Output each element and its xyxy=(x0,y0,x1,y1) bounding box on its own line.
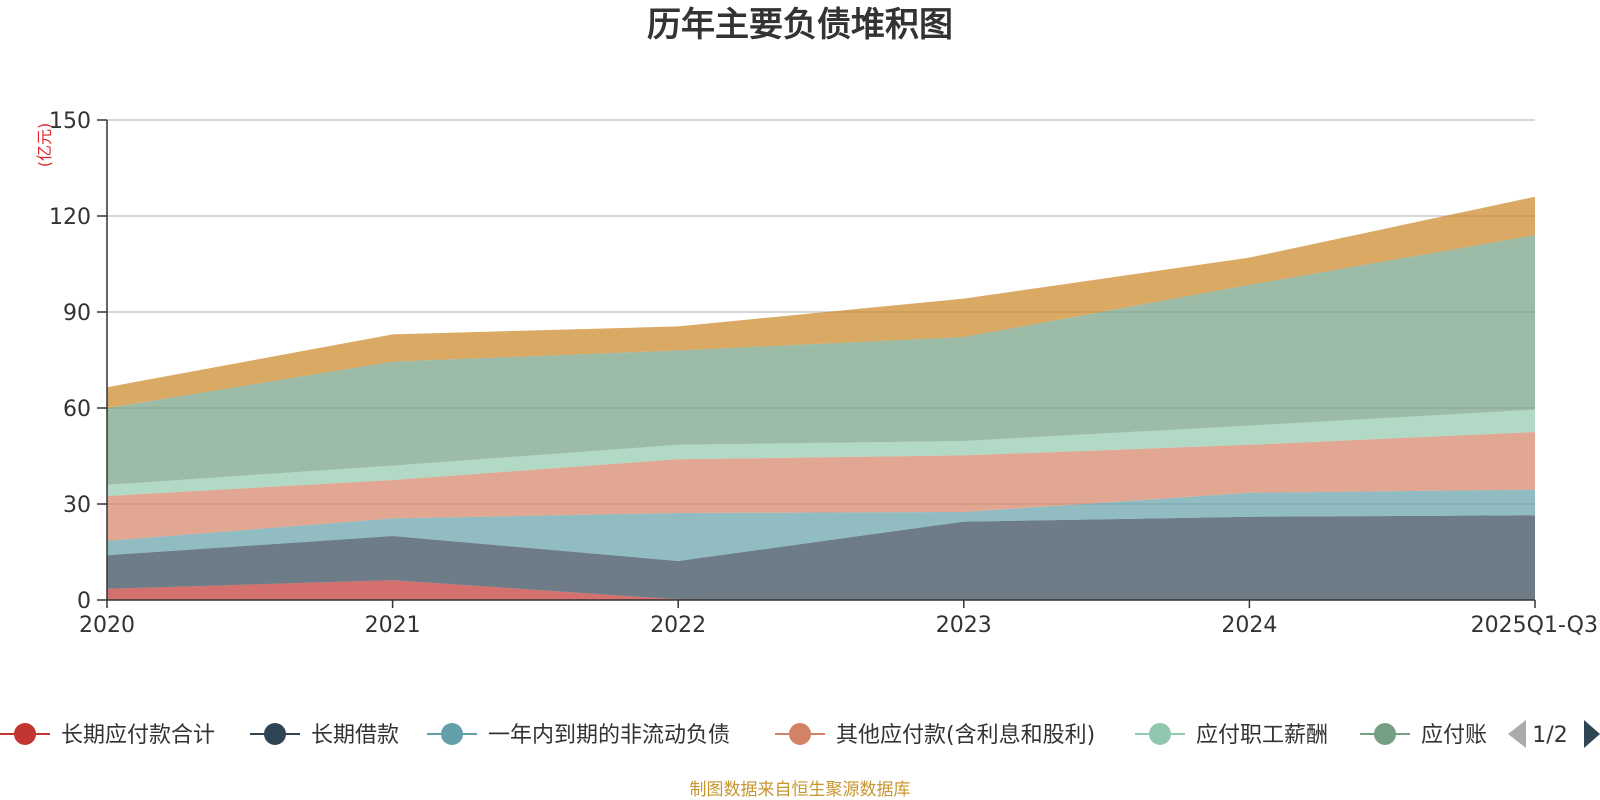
legend-item-3[interactable]: 其他应付款(含利息和股利) xyxy=(775,723,1095,748)
area-series-group xyxy=(107,196,1535,600)
area-series-6 xyxy=(107,196,1535,408)
legend-item-5[interactable]: 应付账 xyxy=(1360,723,1487,748)
y-axis-unit-label: (亿元) xyxy=(35,123,54,168)
legend-marker-4 xyxy=(1149,723,1171,745)
legend-prev-page-icon[interactable] xyxy=(1508,720,1526,748)
data-source-note: 制图数据来自恒生聚源数据库 xyxy=(690,780,911,800)
x-tick-label-1: 2021 xyxy=(365,613,421,638)
legend-marker-5 xyxy=(1374,723,1396,745)
area-series-0 xyxy=(107,580,1535,600)
area-series-2 xyxy=(107,489,1535,561)
x-tick-label-3: 2023 xyxy=(936,613,992,638)
y-tick-label-1: 30 xyxy=(63,493,91,518)
y-tick-label-4: 120 xyxy=(49,205,91,230)
legend-marker-1 xyxy=(264,723,286,745)
chart-title: 历年主要负债堆积图 xyxy=(647,5,953,45)
legend-label-5: 应付账 xyxy=(1421,723,1487,748)
y-tick-label-2: 60 xyxy=(63,397,91,422)
legend-marker-3 xyxy=(789,723,811,745)
legend-label-1: 长期借款 xyxy=(311,723,399,748)
legend-item-4[interactable]: 应付职工薪酬 xyxy=(1135,723,1328,748)
legend-label-2: 一年内到期的非流动负债 xyxy=(488,723,730,748)
legend-item-2[interactable]: 一年内到期的非流动负债 xyxy=(427,723,730,748)
area-series-5 xyxy=(107,235,1535,485)
legend-pager: 1/2 xyxy=(1508,720,1600,748)
x-tick-label-2: 2022 xyxy=(650,613,706,638)
legend-label-0: 长期应付款合计 xyxy=(61,723,215,748)
axes xyxy=(97,119,1536,608)
x-tick-label-5: 2025Q1-Q3 xyxy=(1471,613,1598,638)
x-tick-label-0: 2020 xyxy=(79,613,135,638)
y-tick-label-0: 0 xyxy=(77,589,91,614)
legend-marker-2 xyxy=(441,723,463,745)
legend-item-0[interactable]: 长期应付款合计 xyxy=(0,723,215,748)
legend-next-page-icon[interactable] xyxy=(1584,720,1600,748)
y-tick-label-5: 150 xyxy=(49,109,91,134)
legend-label-4: 应付职工薪酬 xyxy=(1196,723,1328,748)
area-series-1 xyxy=(107,515,1535,600)
legend-label-3: 其他应付款(含利息和股利) xyxy=(836,723,1095,748)
legend-item-1[interactable]: 长期借款 xyxy=(250,723,399,748)
y-tick-labels: 0 30 60 90 120 150 xyxy=(49,109,91,614)
legend-page-indicator: 1/2 xyxy=(1532,723,1567,748)
area-series-3 xyxy=(107,432,1535,541)
legend: 长期应付款合计 长期借款 一年内到期的非流动负债 其他应付款(含利息和股利) 应付职工薪… xyxy=(0,723,1487,748)
x-tick-labels: 2020 2021 2022 2023 2024 2025Q1-Q3 xyxy=(79,613,1598,638)
x-tick-label-4: 2024 xyxy=(1221,613,1277,638)
legend-marker-0 xyxy=(14,723,36,745)
area-series-4 xyxy=(107,409,1535,496)
y-tick-label-3: 90 xyxy=(63,301,91,326)
